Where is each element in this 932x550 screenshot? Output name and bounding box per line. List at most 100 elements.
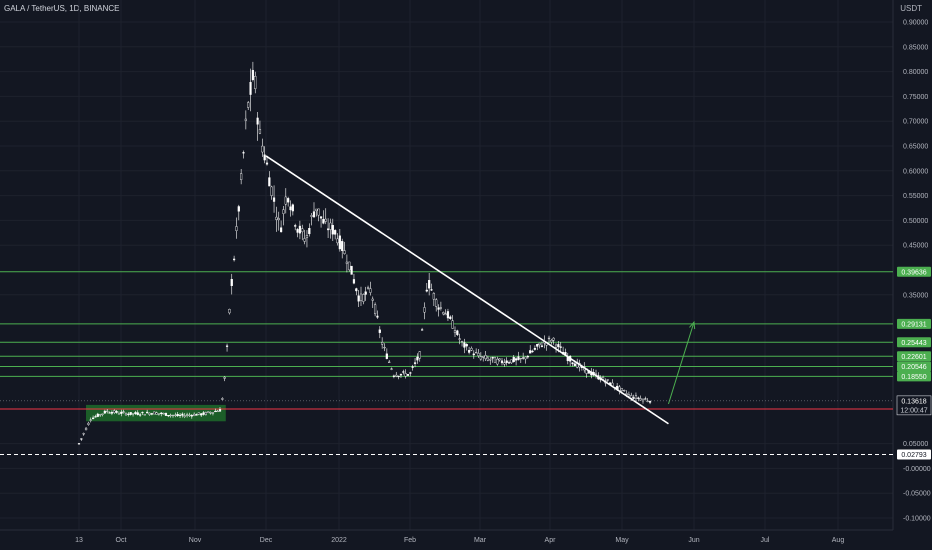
candle-body xyxy=(378,329,381,333)
candle-body xyxy=(80,438,83,440)
price-level-badge xyxy=(897,337,931,348)
candle-body xyxy=(122,411,125,413)
candle-body xyxy=(472,353,475,356)
forecast-arrow-line xyxy=(667,321,695,405)
candle-body xyxy=(536,344,539,347)
candle-body xyxy=(91,417,95,420)
candle-body xyxy=(289,206,292,211)
candle-body xyxy=(164,412,168,416)
x-tick-label: 13 xyxy=(75,537,83,544)
candle-body xyxy=(169,414,172,417)
x-tick-label: Nov xyxy=(189,537,202,544)
candle-body xyxy=(409,372,412,374)
candle-body xyxy=(251,69,254,81)
candle-body xyxy=(456,330,459,335)
candle-body xyxy=(395,374,398,377)
candle-body xyxy=(540,345,544,347)
candle-body xyxy=(153,411,156,415)
candle-body xyxy=(216,410,219,413)
candle-body xyxy=(303,238,306,242)
price-level-badge-text: 0.29131 xyxy=(901,322,926,329)
candle-body xyxy=(87,422,90,425)
candle-body xyxy=(458,338,461,340)
price-level-badge xyxy=(897,371,931,382)
candle-body xyxy=(155,412,158,415)
candle-body xyxy=(110,411,113,414)
candle-body xyxy=(113,410,116,413)
candle-body xyxy=(256,117,259,125)
candle-body xyxy=(573,363,576,367)
candle-body xyxy=(171,414,175,417)
candle-body xyxy=(341,241,344,251)
candle-body xyxy=(515,358,518,361)
candle-body xyxy=(160,412,163,415)
candle-body xyxy=(484,355,487,359)
candle-body xyxy=(390,368,393,370)
current-price-text: 0.13618 xyxy=(901,398,926,405)
candle-body xyxy=(221,398,224,400)
candle-body xyxy=(627,394,630,397)
candle-body xyxy=(529,350,532,354)
candle-body xyxy=(439,307,442,309)
x-tick-label: Mar xyxy=(474,537,487,544)
candle-body xyxy=(388,361,391,363)
candle-body xyxy=(430,289,433,291)
candle-body xyxy=(554,344,558,348)
candle-body xyxy=(82,433,85,435)
candle-body xyxy=(103,410,106,414)
price-level-badge xyxy=(897,361,931,372)
candle-body xyxy=(637,397,640,399)
candle-body xyxy=(421,329,424,331)
candle-body xyxy=(416,356,419,361)
candle-body xyxy=(486,357,489,361)
candle-body xyxy=(265,162,269,165)
candle-body xyxy=(482,356,485,358)
candle-body xyxy=(366,287,370,289)
candle-body xyxy=(383,346,386,349)
candle-body xyxy=(533,348,536,350)
y-tick-label: 0.80000 xyxy=(903,69,928,76)
price-level-badge xyxy=(897,266,931,277)
forecast-arrow-head xyxy=(689,320,696,330)
candle-body xyxy=(444,313,447,316)
candle-body xyxy=(423,307,426,313)
current-price-badge xyxy=(896,395,932,416)
candle-body xyxy=(538,342,541,345)
candle-body xyxy=(324,218,327,222)
candle-body xyxy=(146,411,149,414)
candle-body xyxy=(392,375,395,377)
y-tick-label: -0.05000 xyxy=(903,491,931,498)
y-tick-label: 0.55000 xyxy=(903,193,928,200)
candle-body xyxy=(437,307,440,310)
candle-body xyxy=(644,398,647,400)
price-level-badge-text: 0.18550 xyxy=(901,374,926,381)
x-tick-label: Dec xyxy=(260,537,273,544)
price-level-badge xyxy=(897,318,931,329)
candle-body xyxy=(336,238,339,244)
candle-body xyxy=(282,209,285,214)
x-tick-label: Feb xyxy=(404,537,416,544)
x-tick-label: 2022 xyxy=(331,537,347,544)
candle-body xyxy=(559,346,562,348)
y-tick-label: 0.50000 xyxy=(903,218,928,225)
candle-body xyxy=(503,362,506,365)
candle-body xyxy=(89,419,92,421)
candle-body xyxy=(413,362,417,364)
candle-body xyxy=(524,356,527,360)
candle-body xyxy=(507,362,511,364)
candle-body xyxy=(397,375,400,378)
candle-body xyxy=(352,279,356,284)
candle-body xyxy=(446,311,450,319)
price-level-badge xyxy=(897,449,931,460)
candle-body xyxy=(500,360,504,364)
candle-body xyxy=(291,204,294,212)
candle-body xyxy=(115,411,118,413)
candle-body xyxy=(623,389,626,392)
candle-body xyxy=(167,415,170,417)
candle-body xyxy=(225,345,229,347)
candle-body xyxy=(136,412,139,415)
candle-body xyxy=(463,342,466,348)
candle-body xyxy=(138,414,142,416)
